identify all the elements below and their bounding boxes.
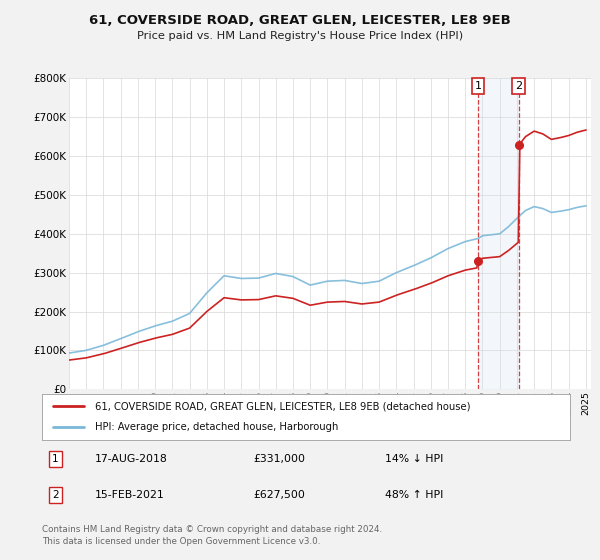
Text: 14% ↓ HPI: 14% ↓ HPI bbox=[385, 454, 443, 464]
Text: 17-AUG-2018: 17-AUG-2018 bbox=[95, 454, 167, 464]
Text: HPI: Average price, detached house, Harborough: HPI: Average price, detached house, Harb… bbox=[95, 422, 338, 432]
Text: £627,500: £627,500 bbox=[253, 491, 305, 500]
Text: 1: 1 bbox=[52, 454, 59, 464]
Text: Price paid vs. HM Land Registry's House Price Index (HPI): Price paid vs. HM Land Registry's House … bbox=[137, 31, 463, 41]
Text: 61, COVERSIDE ROAD, GREAT GLEN, LEICESTER, LE8 9EB (detached house): 61, COVERSIDE ROAD, GREAT GLEN, LEICESTE… bbox=[95, 401, 470, 411]
Text: 61, COVERSIDE ROAD, GREAT GLEN, LEICESTER, LE8 9EB: 61, COVERSIDE ROAD, GREAT GLEN, LEICESTE… bbox=[89, 14, 511, 27]
Text: 1: 1 bbox=[475, 81, 482, 91]
Text: 2: 2 bbox=[515, 81, 522, 91]
Text: Contains HM Land Registry data © Crown copyright and database right 2024.
This d: Contains HM Land Registry data © Crown c… bbox=[42, 525, 382, 546]
Text: 48% ↑ HPI: 48% ↑ HPI bbox=[385, 491, 443, 500]
Text: £331,000: £331,000 bbox=[253, 454, 305, 464]
Text: 15-FEB-2021: 15-FEB-2021 bbox=[95, 491, 164, 500]
Text: 2: 2 bbox=[52, 491, 59, 500]
